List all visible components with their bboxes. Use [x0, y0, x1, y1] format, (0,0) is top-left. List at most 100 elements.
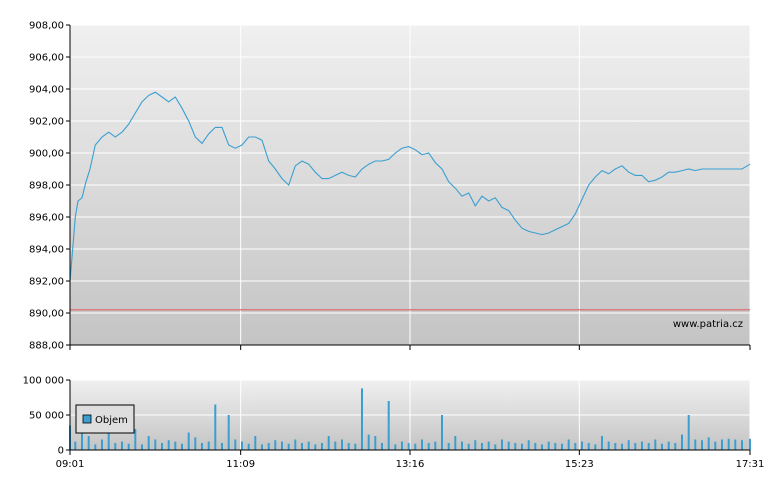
volume-bar [614, 443, 617, 450]
volume-bar [407, 443, 410, 450]
volume-ytick-label: 50 000 [29, 411, 64, 422]
volume-bar [434, 441, 437, 450]
volume-bar [214, 404, 217, 450]
volume-bar [354, 443, 357, 450]
volume-bar [307, 441, 310, 450]
volume-bar [221, 443, 223, 450]
volume-bar [247, 443, 250, 450]
volume-bar [174, 441, 177, 450]
volume-bar [447, 443, 450, 450]
volume-bar [294, 439, 297, 450]
volume-bar [487, 441, 490, 450]
volume-bar [167, 440, 170, 450]
volume-bar [667, 441, 670, 450]
volume-bar [127, 443, 130, 450]
volume-bar [514, 443, 517, 450]
price-ytick-label: 900,00 [29, 149, 64, 160]
volume-bar [327, 436, 330, 450]
volume-bar [607, 441, 610, 450]
volume-bar [481, 443, 483, 450]
price-x-axis-ticks [69, 345, 751, 350]
volume-bar [574, 443, 577, 450]
volume-bar [567, 439, 570, 450]
volume-legend: Objem [75, 404, 135, 434]
volume-bar [381, 443, 383, 450]
volume-bar [707, 437, 710, 450]
volume-ytick-label: 0 [58, 446, 64, 457]
volume-bar [601, 436, 603, 450]
legend-label: Objem [95, 415, 128, 426]
price-ytick-label: 896,00 [29, 213, 64, 224]
volume-xtick-label: 11:09 [226, 459, 255, 470]
volume-xtick-label: 15:23 [565, 459, 594, 470]
volume-bar [467, 443, 470, 450]
volume-bar [141, 444, 143, 450]
price-ytick-label: 898,00 [29, 181, 64, 192]
volume-bar [254, 436, 257, 450]
volume-bar [347, 443, 350, 450]
volume-ytick-label: 100 000 [23, 376, 64, 387]
volume-bar [234, 439, 237, 450]
volume-bar [594, 444, 597, 450]
volume-bar [201, 443, 203, 450]
volume-bar [661, 443, 663, 450]
volume-bar [94, 444, 97, 450]
volume-bar [287, 443, 290, 450]
volume-bar [501, 439, 503, 450]
volume-bar [741, 440, 743, 450]
volume-bar [227, 415, 230, 450]
volume-bar [634, 443, 637, 450]
volume-bar [134, 429, 137, 450]
volume-bar [674, 443, 677, 450]
volume-bar [527, 440, 530, 450]
volume-bar [314, 444, 317, 450]
volume-bar [714, 441, 717, 450]
volume-bar [427, 443, 430, 450]
volume-bar [421, 439, 423, 450]
volume-bar [394, 444, 397, 450]
volume-bar [687, 415, 690, 450]
volume-bar [147, 436, 150, 450]
volume-bar [361, 388, 363, 450]
volume-bar [401, 441, 403, 450]
volume-bar [261, 444, 263, 450]
volume-bar [681, 434, 683, 450]
price-panel: 908,00 906,00 904,00 902,00 900,00 898,00 896,… [29, 21, 751, 352]
volume-bar [734, 439, 737, 450]
volume-bar [694, 439, 697, 450]
volume-bar [521, 443, 523, 450]
legend-swatch [82, 414, 92, 424]
price-ytick-label: 908,00 [29, 21, 64, 32]
volume-bar [621, 443, 623, 450]
volume-bar [749, 438, 751, 450]
volume-x-axis-ticks: 09:01 11:09 13:16 15:23 17:31 [56, 450, 764, 470]
price-ytick-label: 906,00 [29, 53, 64, 64]
volume-bar [641, 441, 643, 450]
volume-bar [81, 429, 83, 450]
volume-bar [301, 443, 303, 450]
volume-bar [334, 441, 337, 450]
price-ytick-label: 890,00 [29, 309, 64, 320]
volume-bar [654, 439, 657, 450]
volume-bar [281, 441, 283, 450]
volume-bar [114, 443, 117, 450]
volume-bar [647, 443, 650, 450]
price-ytick-label: 904,00 [29, 85, 64, 96]
volume-bar [587, 443, 590, 450]
volume-bar [507, 441, 510, 450]
volume-bar [414, 443, 417, 450]
volume-panel: 100 000 50 000 0 09:01 11:09 13:16 15:23 17:31… [23, 376, 765, 471]
volume-bar [534, 443, 537, 450]
price-ytick-label: 892,00 [29, 277, 64, 288]
volume-bar [454, 436, 457, 450]
volume-xtick-label: 09:01 [56, 459, 85, 470]
volume-xtick-label: 13:16 [396, 459, 425, 470]
price-series-line [69, 91, 751, 282]
volume-bar [101, 439, 103, 450]
volume-bar [187, 432, 190, 450]
volume-bar [701, 440, 703, 450]
volume-bar [341, 439, 343, 450]
volume-bar [374, 436, 377, 450]
volume-bar [581, 441, 583, 450]
volume-axis-ticks: 100 000 50 000 0 [23, 376, 70, 457]
